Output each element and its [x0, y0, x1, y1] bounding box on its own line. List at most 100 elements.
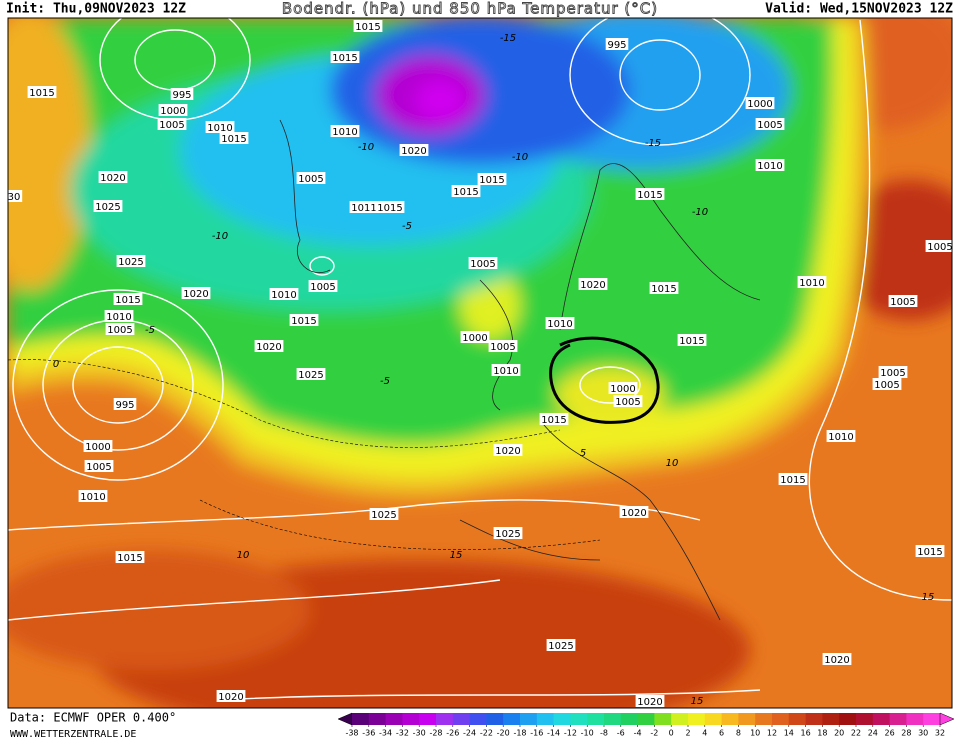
isobar-label: 1005 [86, 462, 111, 473]
temperature-label: 10 [666, 458, 679, 469]
isobar-label-box [170, 88, 194, 100]
isobar-label: 1005 [927, 242, 952, 253]
colorbar-tick-label: 10 [750, 729, 760, 738]
isobar-label-box [375, 201, 405, 213]
isobar-label-box [493, 444, 523, 456]
colorbar-swatch [520, 713, 538, 725]
isobar-label-box [477, 173, 507, 185]
isobar-label-box [254, 340, 284, 352]
colorbar-swatch [721, 713, 739, 725]
temperature-label: 10 [237, 550, 250, 561]
colorbar-tick-label: 20 [834, 729, 844, 738]
colorbar-tick-label: 22 [851, 729, 861, 738]
isobar-label-box [216, 690, 246, 702]
isobar-label: 1025 [548, 641, 573, 652]
isobar-label-box [778, 473, 808, 485]
colorbar-tick-label: -2 [650, 729, 658, 738]
colorbar-tick-label: 4 [702, 729, 707, 738]
isobar-label-box [605, 38, 629, 50]
isobar-label: 1015 [679, 336, 704, 347]
colorbar-swatch [469, 713, 487, 725]
colorbar-tick-label: -22 [480, 729, 493, 738]
isobar-label-box [8, 190, 23, 202]
temperature-label: 15 [450, 550, 463, 561]
isobar-label: 1005 [310, 282, 335, 293]
isobar-label-box [635, 695, 665, 707]
colorbar-tick-label: 18 [817, 729, 827, 738]
temperature-lines [8, 359, 601, 550]
data-source: Data: ECMWF OPER 0.400° [10, 711, 176, 725]
colorbar-arrow-high [939, 712, 955, 726]
colorbar-swatch [352, 713, 370, 725]
colorbar-tick-label: 2 [685, 729, 690, 738]
temperature-label: -10 [512, 152, 528, 163]
isobar-label: 1010 [493, 366, 518, 377]
colorbar-tick-label: -8 [600, 729, 608, 738]
colorbar-tick-label: -34 [379, 729, 392, 738]
isobar-label: 1025 [95, 202, 120, 213]
coastlines [279, 119, 761, 621]
header-bar [0, 0, 959, 17]
temperature-label: -5 [402, 221, 412, 232]
isobar-label: 1005 [490, 342, 515, 353]
temperature-label: 5 [580, 448, 586, 459]
temperature-label: -10 [212, 231, 228, 242]
temperature-label: 0 [53, 359, 59, 370]
isobar-label: 1015 [651, 284, 676, 295]
isobar-label: 1005 [874, 380, 899, 391]
isobar-label: 1005 [615, 397, 640, 408]
isobar-label-box [296, 368, 326, 380]
isobar-label: 1010 [799, 278, 824, 289]
isobar-label-box [608, 382, 638, 394]
isobar-label: 1015 [355, 22, 380, 33]
isobar-label: 1015 [637, 190, 662, 201]
colorbar-tick-label: 26 [885, 729, 895, 738]
isobar-label-box [353, 20, 383, 32]
isobar-label: 1015 [115, 295, 140, 306]
isobar-label: 30 [8, 192, 21, 203]
colorbar-swatch [772, 713, 790, 725]
isobar-label-box [578, 278, 608, 290]
isobar-label-box [925, 240, 952, 252]
isobar-label: 1005 [880, 368, 905, 379]
colorbar-swatch [536, 713, 555, 725]
isobar-label-box [308, 280, 338, 292]
isobar-label: 1010 [757, 161, 782, 172]
colorbar-swatch [704, 713, 723, 725]
isobar-label: 1020 [495, 446, 520, 457]
colorbar-tick-label: -12 [564, 729, 577, 738]
isobar-label: 1020 [401, 146, 426, 157]
colorbar-swatch [738, 713, 756, 725]
temperature-label: -10 [358, 142, 374, 153]
isobar-label-box [83, 440, 113, 452]
colorbar-swatch [385, 713, 403, 725]
isobar-label-box [460, 331, 490, 343]
isobar-label-box [104, 310, 134, 322]
isobar-label: 1015 [117, 553, 142, 564]
colorbar-tick-label: -28 [429, 729, 442, 738]
isobar-label-box [219, 132, 249, 144]
colorbar-swatch [419, 713, 437, 725]
isobar-label-box [269, 288, 299, 300]
map-frame [7, 17, 953, 709]
colorbar-swatch [402, 713, 420, 725]
isobar-label-box [115, 551, 145, 563]
isobar-label-box [98, 171, 128, 183]
colorbar-swatch [839, 713, 857, 725]
colorbar-tick-label: 24 [868, 729, 878, 738]
isobar-label-box [113, 293, 143, 305]
isobar-label-box [797, 276, 827, 288]
isobar-label: 1020 [637, 697, 662, 708]
isobar-label-box [613, 395, 643, 407]
isobar-label-box [888, 295, 918, 307]
isobar-label: 1011 [351, 203, 376, 214]
colorbar-tick-label: -6 [617, 729, 625, 738]
isobar-label: 1000 [462, 333, 487, 344]
colorbar-tick-label: 14 [784, 729, 794, 738]
temperature-label: 15 [922, 592, 935, 603]
colorbar-tick-label: 28 [901, 729, 911, 738]
colorbar-swatch [889, 713, 907, 725]
valid-time: Valid: Wed,15NOV2023 12Z [765, 2, 953, 17]
temperature-label: -5 [380, 376, 390, 387]
